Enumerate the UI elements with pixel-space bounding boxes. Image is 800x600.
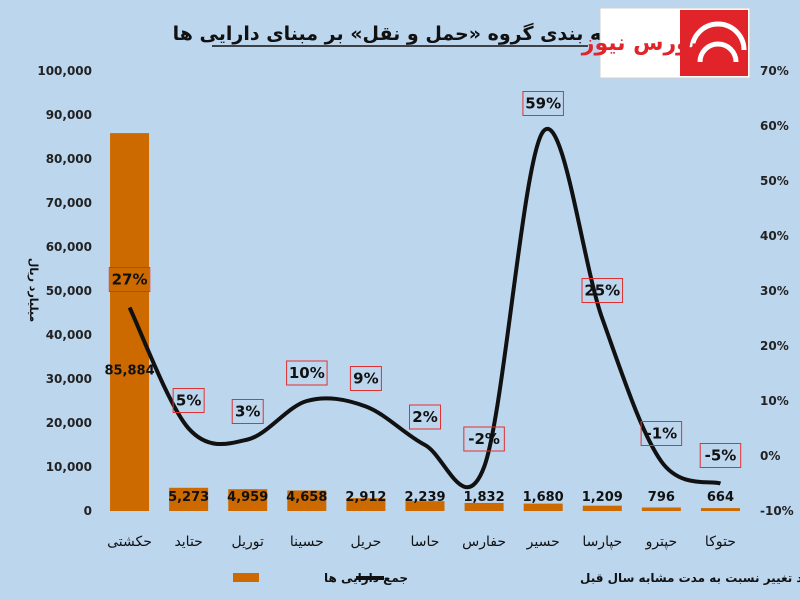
percent-label: 25% [581, 278, 624, 303]
bourse-news-logo: بورس نیوز [581, 7, 751, 79]
svg-text:3%: 3% [235, 403, 260, 421]
bar-value-label: 85,884 [104, 364, 154, 379]
y2-tick-label: 70% [760, 64, 789, 78]
y2-tick-label: -10% [760, 504, 794, 518]
category-label: حکشتی [107, 534, 152, 550]
y-tick-label: 20,000 [46, 416, 92, 430]
bar [287, 490, 327, 511]
bar [700, 508, 740, 511]
bar-value-label: 1,209 [582, 490, 623, 505]
line-path [127, 126, 722, 490]
y-tick-label: 90,000 [46, 108, 92, 122]
bar-value-label: 664 [707, 490, 734, 505]
bar-value-label: 1,680 [523, 490, 564, 505]
svg-text:-5%: -5% [705, 447, 737, 465]
category-label: حسینا [290, 534, 324, 550]
y2-tick-label: 0% [760, 449, 780, 463]
svg-text:27%: 27% [112, 271, 148, 289]
y-tick-label: 0 [84, 504, 92, 518]
bar [228, 489, 268, 511]
svg-text:9%: 9% [353, 370, 378, 388]
category-label: توریل [232, 534, 264, 550]
y-tick-label: 80,000 [46, 152, 92, 166]
category-label: حفارس [462, 534, 506, 550]
bar [110, 133, 150, 511]
y-axis-left: 0 10,000 20,000 30,000 40,000 50,000 60,000 70,… [37, 64, 92, 518]
percent-labels: 27% 5% 3% 10% 9% 2% -2% 59% 25% -1% -5% [108, 91, 742, 468]
category-label: حسیر [526, 534, 560, 550]
y-axis-title: میلیارد ریال [27, 258, 40, 322]
bar [582, 505, 622, 511]
y-tick-label: 60,000 [46, 240, 92, 254]
category-labels: حکشتی حتاید توریل حسینا حریل حاسا حفارس حسیر حپا… [107, 534, 736, 550]
bar [346, 498, 386, 511]
svg-text:-1%: -1% [646, 425, 678, 443]
percent-label: -2% [463, 426, 505, 452]
percent-label: 5% [172, 388, 205, 413]
svg-text:10%: 10% [289, 364, 325, 382]
bar-value-label: 4,658 [286, 490, 327, 505]
chart-title: رتبه بندی گروه «حمل و نقل» بر مبنای دارا… [173, 22, 628, 45]
y-tick-label: 30,000 [46, 372, 92, 386]
percent-label: -1% [640, 421, 683, 446]
percent-label: -5% [699, 443, 742, 468]
svg-text:بورس نیوز: بورس نیوز [581, 31, 698, 56]
y-tick-label: 40,000 [46, 328, 92, 342]
y-tick-label: 100,000 [37, 64, 92, 78]
svg-text:59%: 59% [525, 95, 561, 113]
category-label: حتاید [174, 534, 202, 550]
bar-value-label: 5,273 [168, 490, 209, 505]
bar [464, 502, 504, 511]
legend: جمع دارایی ها درصد تغییر نسبت به مدت مشا… [233, 571, 800, 585]
bar [405, 501, 445, 511]
y2-tick-label: 40% [760, 229, 789, 243]
bar-value-label: 1,832 [464, 490, 505, 505]
bar-series [110, 133, 740, 511]
category-label: حپترو [645, 534, 678, 550]
y-tick-label: 50,000 [46, 284, 92, 298]
y2-tick-label: 50% [760, 174, 789, 188]
category-label: حتوکا [705, 534, 736, 550]
percent-label: 10% [286, 360, 328, 386]
y2-tick-label: 30% [760, 284, 789, 298]
percent-label: 3% [231, 399, 264, 424]
line-series [127, 126, 722, 490]
svg-text:5%: 5% [176, 392, 201, 410]
y-axis-right: -10% 0% 10% 20% 30% 40% 50% 60% 70% [760, 64, 794, 518]
y-tick-label: 10,000 [46, 460, 92, 474]
bar-value-label: 2,912 [345, 490, 386, 505]
bar-value-label: 796 [648, 490, 675, 505]
percent-label: 59% [522, 91, 564, 116]
bar [523, 503, 563, 511]
svg-text:-2%: -2% [468, 430, 500, 448]
svg-text:25%: 25% [584, 282, 620, 300]
bar [169, 487, 209, 511]
percent-label: 9% [349, 366, 382, 391]
category-label: حپارسا [582, 534, 622, 550]
percent-label: 27% [108, 267, 151, 292]
percent-label: 2% [409, 404, 441, 430]
y2-tick-label: 20% [760, 339, 789, 353]
svg-text:2%: 2% [412, 408, 437, 426]
y2-tick-label: 10% [760, 394, 789, 408]
bar-value-label: 4,959 [227, 490, 268, 505]
y-tick-label: 70,000 [46, 196, 92, 210]
bar-value-label: 2,239 [404, 490, 445, 505]
y2-tick-label: 60% [760, 119, 789, 133]
legend-swatch-bar [233, 573, 259, 582]
category-label: حریل [350, 534, 381, 550]
legend-label-line: درصد تغییر نسبت به مدت مشابه سال قبل [580, 571, 800, 585]
bar-value-labels: 85,884 5,273 4,959 4,658 2,912 2,239 1,832 1,68… [104, 364, 734, 505]
category-label: حاسا [411, 534, 440, 550]
bar [641, 507, 681, 511]
